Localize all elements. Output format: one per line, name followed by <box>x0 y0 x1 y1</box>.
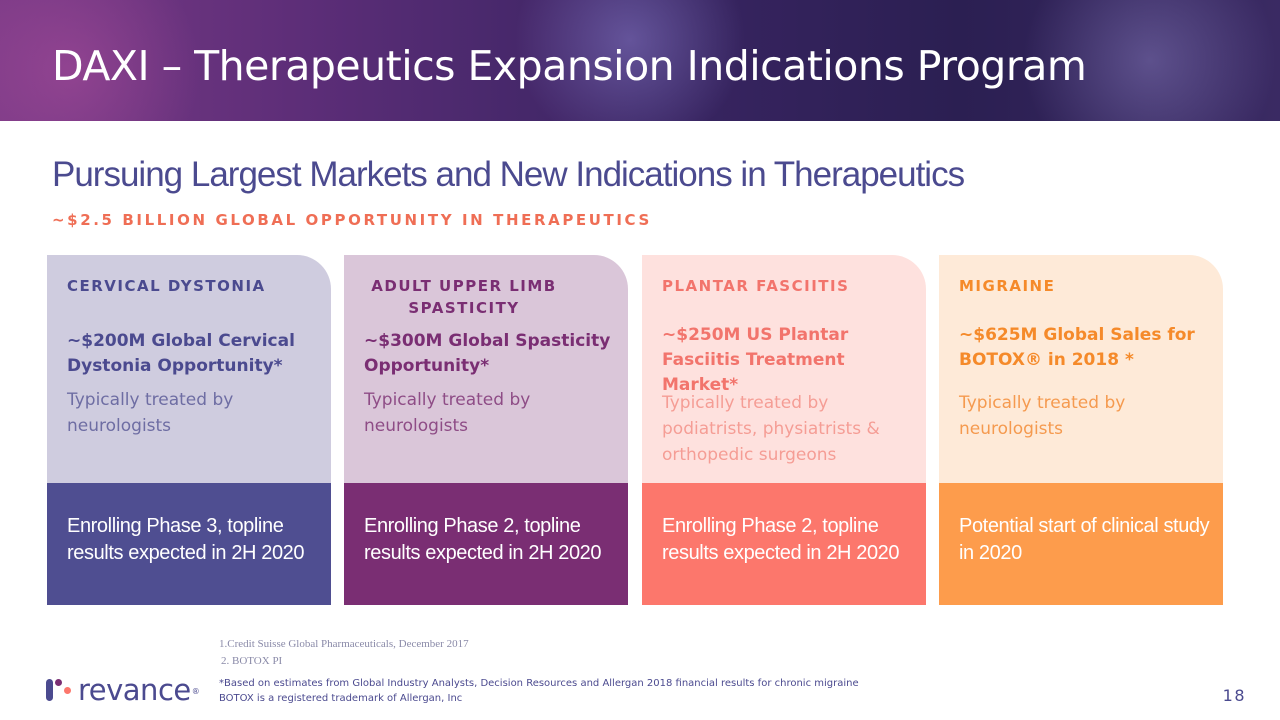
card-info-panel: PLANTAR FASCIITIS ~$250M US Plantar Fasc… <box>642 255 926 483</box>
card-market-size: ~$200M Global Cervical Dystonia Opportun… <box>67 331 295 376</box>
card-status: Potential start of clinical study in 202… <box>959 515 1210 564</box>
logo-registered-mark: ® <box>191 687 200 696</box>
header-glow <box>500 0 760 121</box>
header-glow <box>0 0 220 121</box>
card-status: Enrolling Phase 2, topline results expec… <box>662 515 900 564</box>
disclaimer-line: BOTOX is a registered trademark of Aller… <box>219 693 463 704</box>
card-treated-by: Typically treated by neurologists <box>959 393 1126 439</box>
card-status: Enrolling Phase 2, topline results expec… <box>364 515 602 564</box>
footnotes: 1.Credit Suisse Global Pharmaceuticals, … <box>219 636 469 670</box>
card-treated-by: Typically treated by neurologists <box>67 390 234 436</box>
header-glow <box>1000 0 1280 121</box>
card-label: ADULT UPPER LIMB SPASTICITY <box>371 277 557 317</box>
footnote: 2. BOTOX PI <box>221 655 283 667</box>
card-market-size: ~$250M US Plantar Fasciitis Treatment Ma… <box>662 325 849 395</box>
logo-text: revance <box>78 673 191 707</box>
card-info-panel: MIGRAINE ~$625M Global Sales for BOTOX® … <box>939 255 1223 483</box>
indication-card-cervical-dystonia: CERVICAL DYSTONIA ~$200M Global Cervical… <box>47 255 331 605</box>
card-status-panel: Enrolling Phase 2, topline results expec… <box>344 483 628 605</box>
card-market-size: ~$625M Global Sales for BOTOX® in 2018 * <box>959 325 1195 370</box>
card-status-panel: Enrolling Phase 2, topline results expec… <box>642 483 926 605</box>
card-label: MIGRAINE <box>959 277 1056 295</box>
card-market-size: ~$300M Global Spasticity Opportunity* <box>364 331 611 376</box>
card-status-panel: Potential start of clinical study in 202… <box>939 483 1223 605</box>
indication-card-upper-limb-spasticity: ADULT UPPER LIMB SPASTICITY ~$300M Globa… <box>344 255 628 605</box>
disclaimer: *Based on estimates from Global Industry… <box>219 676 859 706</box>
card-label: CERVICAL DYSTONIA <box>67 277 266 295</box>
card-treated-by: Typically treated by podiatrists, physia… <box>662 393 880 465</box>
card-info-panel: ADULT UPPER LIMB SPASTICITY ~$300M Globa… <box>344 255 628 483</box>
indication-card-migraine: MIGRAINE ~$625M Global Sales for BOTOX® … <box>939 255 1223 605</box>
card-treated-by: Typically treated by neurologists <box>364 390 531 436</box>
card-status-panel: Enrolling Phase 3, topline results expec… <box>47 483 331 605</box>
indication-card-plantar-fasciitis: PLANTAR FASCIITIS ~$250M US Plantar Fasc… <box>642 255 926 605</box>
slide-subtitle: Pursuing Largest Markets and New Indicat… <box>52 155 965 194</box>
page-number: 18 <box>1222 686 1246 705</box>
footnote: 1.Credit Suisse Global Pharmaceuticals, … <box>219 638 469 650</box>
revance-logo: revance® <box>46 673 200 707</box>
card-label: PLANTAR FASCIITIS <box>662 277 850 295</box>
logo-wordmark: revance® <box>78 673 200 707</box>
card-status: Enrolling Phase 3, topline results expec… <box>67 515 305 564</box>
header-banner: DAXI – Therapeutics Expansion Indication… <box>0 0 1280 121</box>
logo-mark-icon <box>46 679 71 701</box>
slide-title: DAXI – Therapeutics Expansion Indication… <box>52 42 1087 90</box>
opportunity-headline: ~$2.5 BILLION GLOBAL OPPORTUNITY IN THER… <box>52 211 652 229</box>
card-info-panel: CERVICAL DYSTONIA ~$200M Global Cervical… <box>47 255 331 483</box>
disclaimer-line: *Based on estimates from Global Industry… <box>219 678 859 689</box>
